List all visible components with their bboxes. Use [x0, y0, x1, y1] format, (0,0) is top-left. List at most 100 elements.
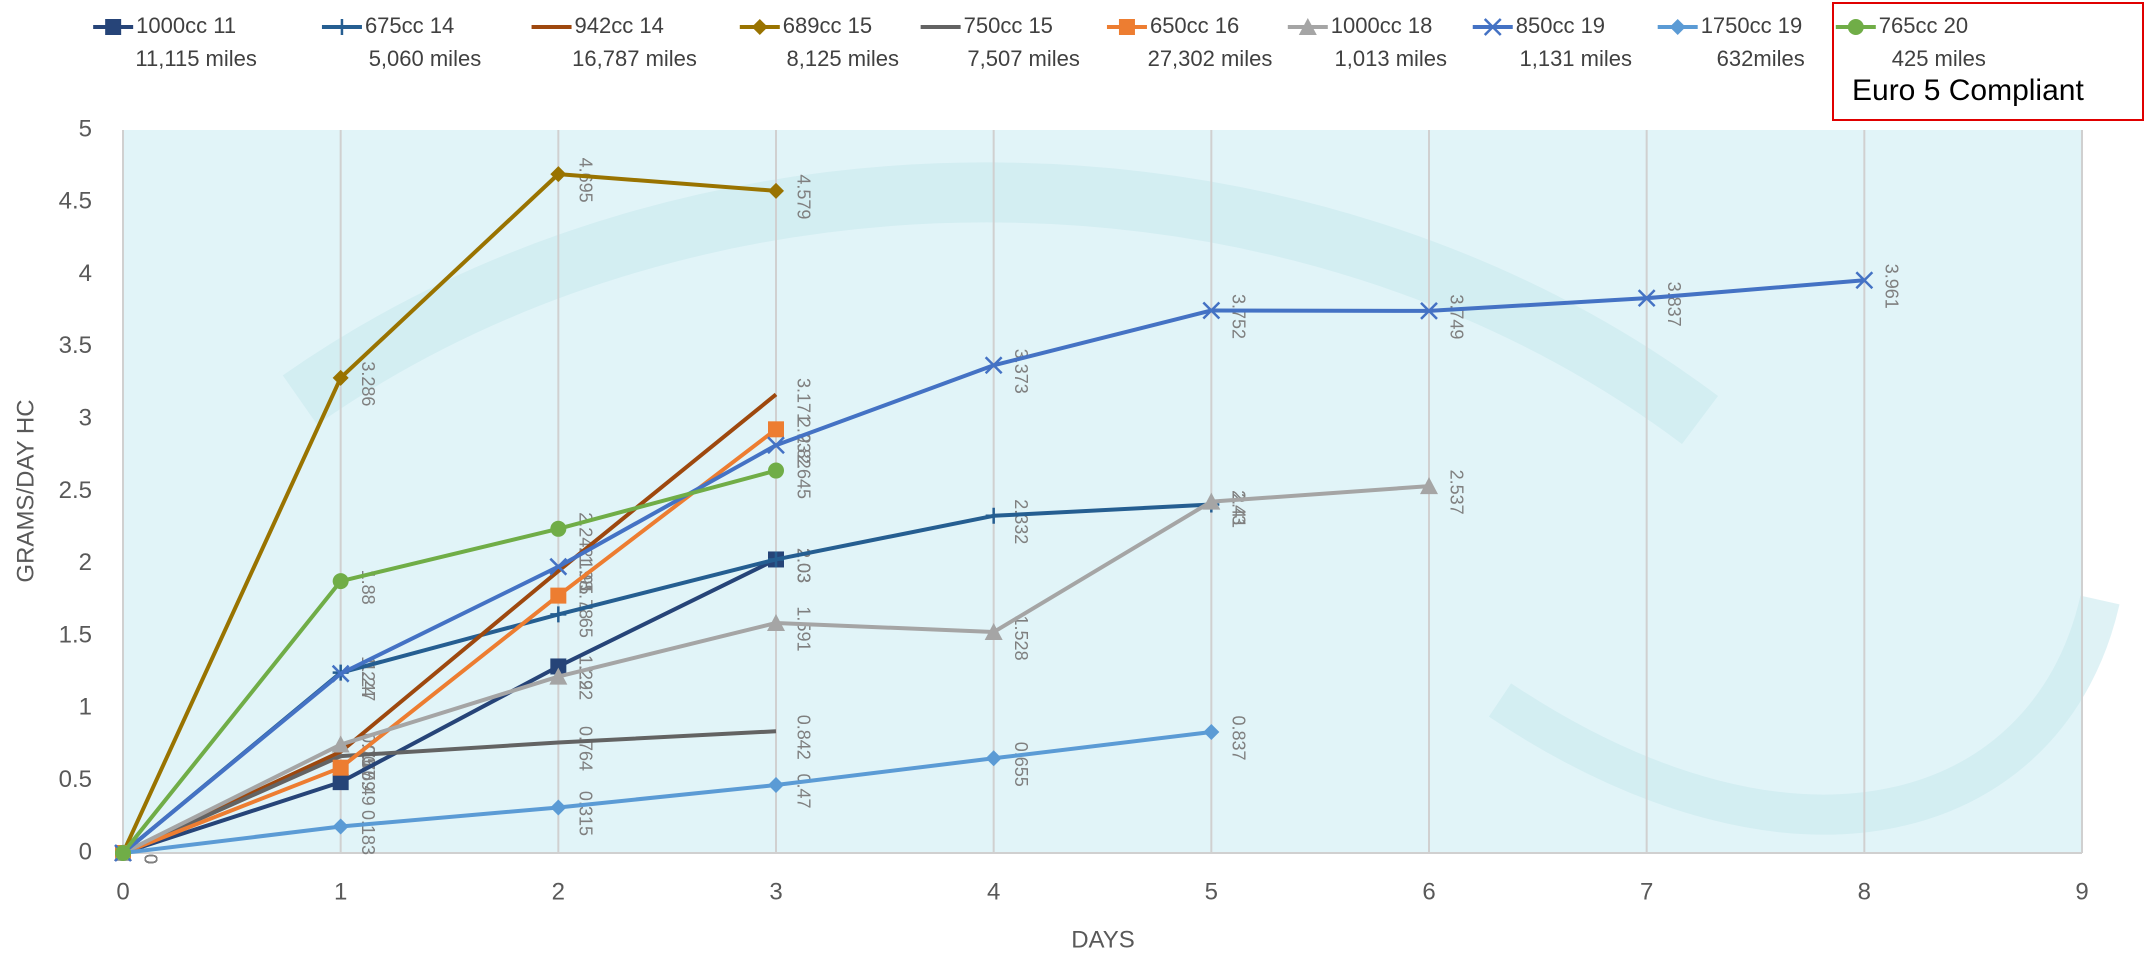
- line: [122, 729, 777, 855]
- data-label: 1.528: [1011, 616, 1031, 661]
- x-tick-label: 8: [1858, 878, 1871, 905]
- line: [121, 468, 777, 855]
- data-label: 3.752: [1229, 294, 1249, 339]
- line: [122, 557, 777, 855]
- legend-label: 942cc 14: [575, 13, 664, 38]
- y-axis-label: GRAMS/DAY HC: [12, 399, 39, 582]
- data-label: 0: [140, 854, 160, 864]
- legend-item: 765cc 20 425 miles: [1835, 13, 1986, 71]
- marker: [550, 166, 567, 183]
- marker: [550, 520, 567, 537]
- data-label: 3.961: [1882, 264, 1902, 309]
- marker: [768, 777, 784, 794]
- marker: [768, 551, 784, 568]
- marker: [1847, 19, 1864, 35]
- legend-label: 650cc 16: [1150, 13, 1239, 38]
- data-label: 0.47: [793, 774, 813, 809]
- legend-mileage: 425 miles: [1892, 46, 1986, 71]
- data-label: 0: [140, 854, 160, 864]
- marker: [984, 356, 1003, 375]
- legend-label: 675cc 14: [365, 13, 454, 38]
- line: [122, 427, 778, 855]
- data-label: 0.837: [1229, 715, 1249, 760]
- data-label: 0: [140, 854, 160, 864]
- x-tick-label: 4: [987, 878, 1000, 905]
- line: [122, 729, 1212, 855]
- x-tick-label: 5: [1205, 878, 1218, 905]
- annotation: Euro 5 Compliant: [1852, 74, 2084, 107]
- marker: [332, 818, 349, 835]
- legend-item: 850cc 19 1,131 miles: [1472, 13, 1632, 71]
- x-tick-label: 9: [2075, 878, 2088, 905]
- data-label: 0.655: [1011, 742, 1031, 787]
- marker: [767, 613, 785, 631]
- y-tick-label: 0: [79, 838, 92, 865]
- data-label: 4.695: [576, 158, 596, 203]
- x-tick-label: 0: [116, 878, 129, 905]
- legend-item: 689cc 15 8,125 miles: [739, 13, 900, 71]
- marker: [985, 507, 1002, 524]
- data-label: 1.29: [576, 655, 596, 690]
- marker: [115, 845, 131, 861]
- data-label: 2.82: [793, 434, 813, 469]
- marker: [549, 667, 568, 685]
- legend-label: 1000cc 18: [1331, 13, 1433, 38]
- legend-mileage: 27,302 miles: [1148, 46, 1273, 71]
- y-tick-label: 2.5: [59, 477, 92, 504]
- data-label: 3.171: [793, 378, 813, 423]
- x-tick-label: 7: [1640, 878, 1653, 905]
- data-label: 0: [140, 854, 160, 864]
- legend-mileage: 1,013 miles: [1335, 46, 1448, 71]
- legend-mileage: 8,125 miles: [787, 46, 900, 71]
- legend-label: 750cc 15: [964, 13, 1053, 38]
- series: [115, 723, 1220, 861]
- data-label: 1.22: [576, 665, 596, 700]
- legend-item: 942cc 14 16,787 miles: [531, 13, 697, 71]
- marker: [332, 774, 349, 791]
- data-label: 0: [140, 854, 160, 864]
- legend-mileage: 1,131 miles: [1519, 46, 1632, 71]
- marker: [550, 658, 567, 675]
- marker: [984, 623, 1003, 641]
- y-tick-label: 3.5: [59, 332, 92, 359]
- annotation-box: [1832, 2, 2144, 121]
- marker: [1298, 18, 1317, 35]
- data-label: 2.332: [1011, 499, 1031, 544]
- data-label: 0: [140, 854, 160, 864]
- legend-item: 1750cc 19 632miles: [1657, 13, 1805, 71]
- legend-mileage: 7,507 miles: [967, 46, 1080, 71]
- data-label: 0: [140, 854, 160, 864]
- marker: [768, 462, 784, 479]
- marker: [1203, 723, 1220, 740]
- x-tick-label: 3: [769, 878, 782, 905]
- marker: [751, 19, 768, 35]
- data-label: 0.183: [358, 810, 378, 855]
- marker: [550, 587, 567, 604]
- marker: [332, 573, 349, 590]
- data-label: 2.645: [793, 454, 813, 499]
- marker: [550, 606, 567, 623]
- data-label: 0: [140, 854, 160, 864]
- series: [114, 477, 1438, 861]
- legend-mileage: 11,115 miles: [135, 46, 256, 71]
- marker: [768, 182, 784, 199]
- marker: [1202, 301, 1221, 320]
- series: [122, 729, 777, 855]
- marker: [1669, 19, 1686, 35]
- legend-item: 1000cc 11 11,115 miles: [93, 13, 257, 71]
- marker: [105, 19, 122, 35]
- data-label: 3.749: [1446, 294, 1466, 339]
- y-tick-label: 1.5: [59, 621, 92, 648]
- legend-item: 650cc 16 27,302 miles: [1106, 13, 1273, 71]
- data-label: 1.65: [576, 603, 596, 638]
- marker: [1637, 289, 1656, 308]
- marker: [549, 557, 568, 576]
- y-tick-label: 4.5: [59, 188, 92, 215]
- y-tick-label: 2: [79, 549, 92, 576]
- x-tick-label: 2: [552, 878, 565, 905]
- background-swoosh: [1488, 595, 2120, 835]
- marker: [331, 735, 350, 753]
- x-tick-label: 1: [334, 878, 347, 905]
